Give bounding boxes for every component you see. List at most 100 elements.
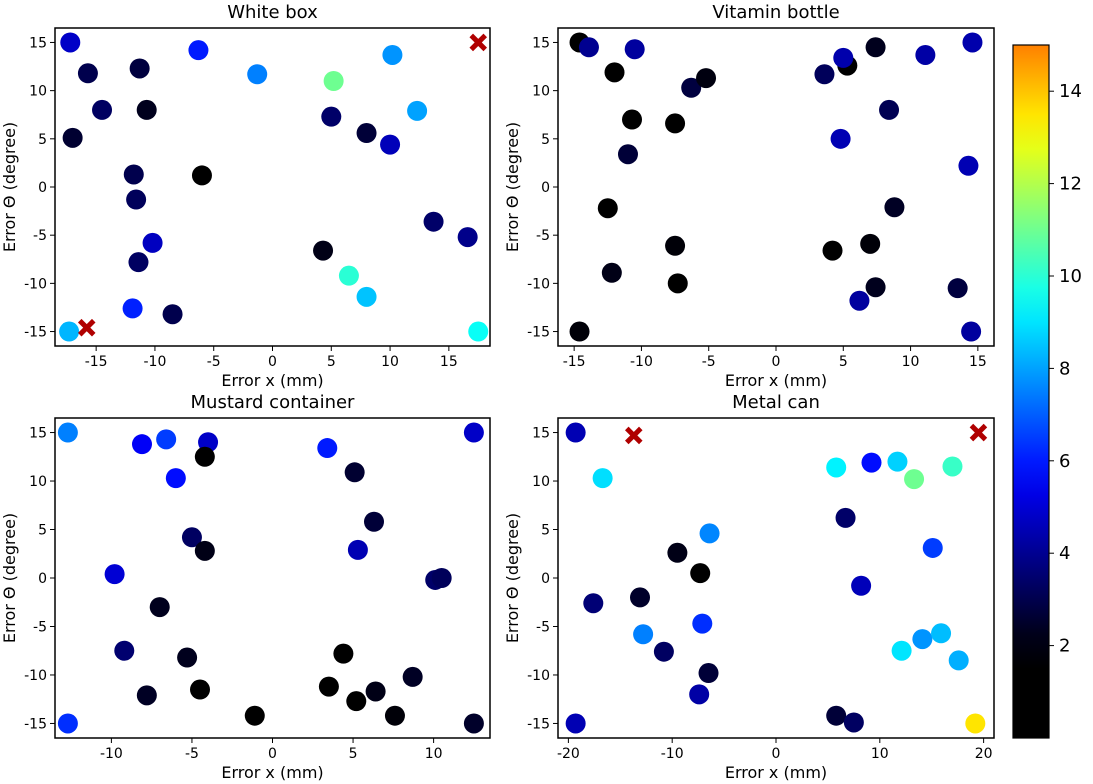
- data-points: [59, 32, 489, 342]
- data-point: [244, 705, 265, 726]
- data-point: [126, 189, 147, 210]
- x-tick-label: 10: [902, 354, 920, 370]
- chart-panel: -15 -10 -5 0 5 10 15 -15 -10 -5 0 5 10 15 Vitamin bott…: [503, 2, 995, 390]
- x-axis-label: Error x (mm): [725, 763, 827, 782]
- data-points: [569, 32, 983, 342]
- data-point: [665, 235, 686, 256]
- x-marker-stroke: [77, 318, 96, 337]
- data-point: [865, 37, 886, 58]
- data-point: [622, 109, 643, 130]
- data-point: [129, 58, 150, 79]
- data-point: [142, 232, 163, 253]
- data-point: [318, 676, 339, 697]
- data-point: [317, 438, 338, 459]
- data-point: [402, 666, 423, 687]
- x-tick-label: 5: [349, 746, 358, 762]
- y-tick-label: -10: [527, 668, 550, 684]
- y-tick-label: -5: [33, 228, 47, 244]
- colorbar-scale: [1012, 44, 1050, 739]
- y-tick-label: 5: [541, 132, 550, 148]
- y-axis-label: Error Θ (degree): [503, 122, 522, 252]
- x-marker-stroke: [469, 33, 488, 52]
- data-point: [149, 597, 170, 618]
- y-tick-label: -15: [24, 325, 47, 341]
- colorbar-tick-label: 8: [1059, 358, 1070, 379]
- data-point: [851, 575, 872, 596]
- data-point: [313, 240, 334, 261]
- data-point: [364, 511, 384, 532]
- data-point: [338, 265, 359, 286]
- data-point: [468, 321, 489, 342]
- x-marker-stroke: [625, 426, 643, 445]
- data-point: [457, 227, 478, 248]
- data-point: [356, 286, 377, 307]
- y-tick-label: 15: [29, 35, 47, 51]
- data-point: [380, 134, 401, 155]
- data-point: [699, 523, 720, 544]
- data-point: [57, 713, 78, 734]
- x-tick-label: 0: [772, 354, 781, 370]
- data-point: [948, 650, 969, 671]
- data-point: [915, 44, 936, 65]
- x-marker: [625, 426, 643, 445]
- data-point: [384, 705, 405, 726]
- data-point: [181, 527, 202, 548]
- data-point: [653, 641, 674, 662]
- data-point: [356, 123, 377, 144]
- data-point: [860, 233, 881, 254]
- data-point: [323, 71, 344, 91]
- data-point: [884, 197, 905, 218]
- colorbar-tick-label: 4: [1059, 543, 1070, 564]
- data-point: [136, 99, 157, 120]
- x-tick-label: -10: [100, 746, 123, 762]
- chart-title: White box: [227, 2, 318, 23]
- x-tick-label: 10: [425, 746, 443, 762]
- data-point: [128, 252, 149, 273]
- data-point: [578, 37, 599, 58]
- y-tick-label: -10: [24, 276, 47, 292]
- data-point: [77, 63, 98, 84]
- data-point: [165, 468, 186, 489]
- data-point: [630, 587, 651, 608]
- y-tick-label: 0: [541, 571, 550, 587]
- colorbar-tick-label: 10: [1059, 266, 1082, 287]
- colorbar-tick-label: 2: [1059, 636, 1070, 657]
- x-tick-label: 5: [327, 354, 336, 370]
- plot-area: [558, 28, 994, 346]
- data-point: [843, 712, 864, 733]
- y-axis-label: Error Θ (degree): [503, 513, 522, 643]
- data-point: [60, 32, 81, 53]
- data-point: [114, 640, 135, 661]
- data-point: [194, 446, 215, 467]
- data-point: [382, 44, 403, 65]
- chart-title: Mustard container: [191, 392, 356, 413]
- data-point: [947, 278, 968, 299]
- y-tick-label: 10: [532, 474, 550, 490]
- y-tick-label: -5: [536, 228, 550, 244]
- y-axis-label: Error Θ (degree): [0, 122, 19, 252]
- colorbar-tick-label: 6: [1059, 451, 1070, 472]
- data-point: [814, 64, 835, 85]
- colorbar: 2 4 6 8 10 12 14: [1012, 44, 1082, 739]
- y-tick-label: -15: [24, 716, 47, 732]
- x-tick-label: 0: [268, 746, 277, 762]
- data-point: [156, 429, 177, 450]
- x-tick-label: -5: [702, 354, 716, 370]
- data-point: [597, 198, 618, 219]
- data-point: [965, 713, 986, 734]
- data-point: [942, 456, 963, 477]
- x-tick-label: -10: [661, 746, 684, 762]
- data-point: [132, 434, 152, 455]
- data-point: [665, 113, 686, 134]
- x-tick-label: -20: [557, 746, 580, 762]
- data-point: [617, 144, 638, 165]
- data-point: [696, 68, 717, 89]
- y-tick-label: 15: [532, 35, 550, 51]
- y-tick-label: 5: [38, 132, 47, 148]
- data-point: [833, 47, 854, 68]
- data-point: [423, 211, 444, 232]
- data-point: [162, 304, 183, 325]
- data-point: [962, 32, 983, 53]
- data-point: [912, 629, 933, 650]
- x-tick-label: -10: [143, 354, 166, 370]
